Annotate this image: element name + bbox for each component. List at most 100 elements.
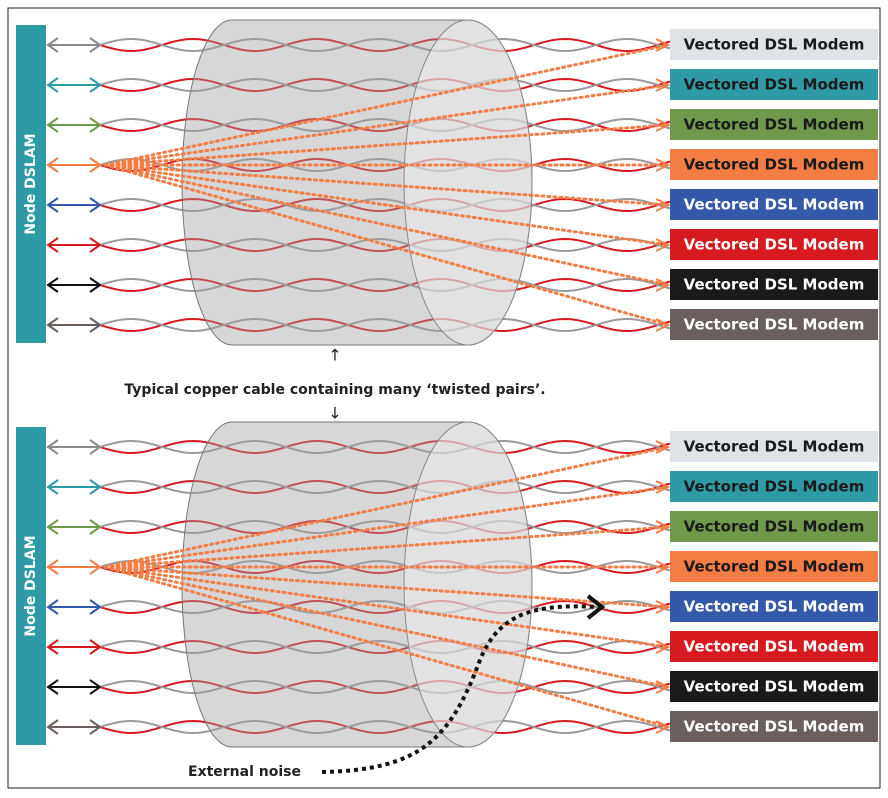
modem-label: Vectored DSL Modem (684, 196, 865, 214)
modem-box (670, 229, 878, 260)
modem-label: Vectored DSL Modem (684, 276, 865, 294)
modem-label: Vectored DSL Modem (684, 438, 865, 456)
crosstalk-line (103, 43, 670, 167)
modem-label: Vectored DSL Modem (684, 36, 865, 54)
arrow (46, 37, 102, 53)
wire (99, 37, 671, 53)
modem-box (670, 511, 878, 542)
crosstalk-line (103, 163, 670, 287)
wire (99, 719, 671, 735)
modem-label: Vectored DSL Modem (684, 558, 865, 576)
wire (99, 599, 671, 615)
wire (99, 77, 671, 93)
wire (99, 197, 671, 213)
modem-box (670, 551, 878, 582)
arrow (46, 559, 102, 575)
crosstalk-arrow (655, 238, 671, 252)
crosstalk-arrow (655, 600, 671, 614)
crosstalk-arrow (655, 118, 671, 132)
arrow (46, 599, 102, 615)
wire (99, 479, 671, 495)
crosstalk-arrow (655, 38, 671, 52)
arrow (46, 639, 102, 655)
caption: Typical copper cable containing many ‘tw… (124, 382, 545, 398)
modem-label: Vectored DSL Modem (684, 598, 865, 616)
wire (99, 519, 671, 535)
wire (99, 679, 671, 695)
dslam-bar (16, 25, 46, 343)
crosstalk-arrow (655, 720, 671, 734)
up-arrow: ↑ (328, 346, 341, 365)
crosstalk-line (103, 525, 670, 569)
modem-box (670, 29, 878, 60)
crosstalk-line (103, 163, 670, 247)
modem-label: Vectored DSL Modem (684, 478, 865, 496)
wire (99, 77, 671, 93)
arrow (46, 157, 102, 173)
crosstalk-line (103, 83, 670, 167)
wire (99, 237, 671, 253)
crosstalk-line (103, 565, 670, 609)
wire (99, 317, 671, 333)
crosstalk-line (103, 565, 670, 689)
wire (99, 479, 671, 495)
wire (99, 719, 671, 735)
crosstalk-line (103, 565, 670, 649)
crosstalk-arrow (655, 560, 671, 574)
arrow (46, 519, 102, 535)
modem-box (670, 431, 878, 462)
modem-label: Vectored DSL Modem (684, 76, 865, 94)
modem-box (670, 671, 878, 702)
modem-label: Vectored DSL Modem (684, 518, 865, 536)
modem-box (670, 69, 878, 100)
wire (99, 277, 671, 293)
modem-box (670, 149, 878, 180)
modem-box (670, 631, 878, 662)
noise-label: External noise (188, 764, 301, 780)
dslam-label: Node DSLAM (23, 133, 39, 234)
arrow (46, 317, 102, 333)
modem-label: Vectored DSL Modem (684, 718, 865, 736)
arrow (46, 277, 102, 293)
wire (99, 37, 671, 53)
down-arrow: ↓ (328, 404, 341, 423)
arrow (46, 237, 102, 253)
crosstalk-arrow (655, 158, 671, 172)
crosstalk-line (103, 163, 670, 327)
wire (99, 439, 671, 455)
crosstalk-line (103, 163, 670, 207)
arrow (46, 679, 102, 695)
wire (99, 639, 671, 655)
crosstalk-arrow (655, 520, 671, 534)
wire (99, 117, 671, 133)
arrow (46, 439, 102, 455)
wire (99, 439, 671, 455)
noise-path (321, 604, 599, 774)
panel: Node DSLAM Vectored DSL Modem Vectored DSL… (16, 19, 878, 346)
modem-box (670, 711, 878, 742)
modem-box (670, 309, 878, 340)
wire (99, 519, 671, 535)
modem-box (670, 189, 878, 220)
crosstalk-arrow (655, 78, 671, 92)
crosstalk-arrow (655, 680, 671, 694)
modem-label: Vectored DSL Modem (684, 316, 865, 334)
crosstalk-arrow (655, 278, 671, 292)
arrow (46, 197, 102, 213)
crosstalk-arrow (655, 640, 671, 654)
modem-box (670, 269, 878, 300)
wire (99, 599, 671, 615)
arrow (46, 77, 102, 93)
cable-end (403, 421, 533, 748)
wire (99, 117, 671, 133)
wire (99, 317, 671, 333)
modem-label: Vectored DSL Modem (684, 236, 865, 254)
crosstalk-line (103, 565, 670, 729)
arrow (46, 719, 102, 735)
crosstalk-line (103, 445, 670, 569)
arrow (46, 117, 102, 133)
crosstalk-line (103, 123, 670, 167)
modem-label: Vectored DSL Modem (684, 638, 865, 656)
crosstalk-arrow (655, 440, 671, 454)
